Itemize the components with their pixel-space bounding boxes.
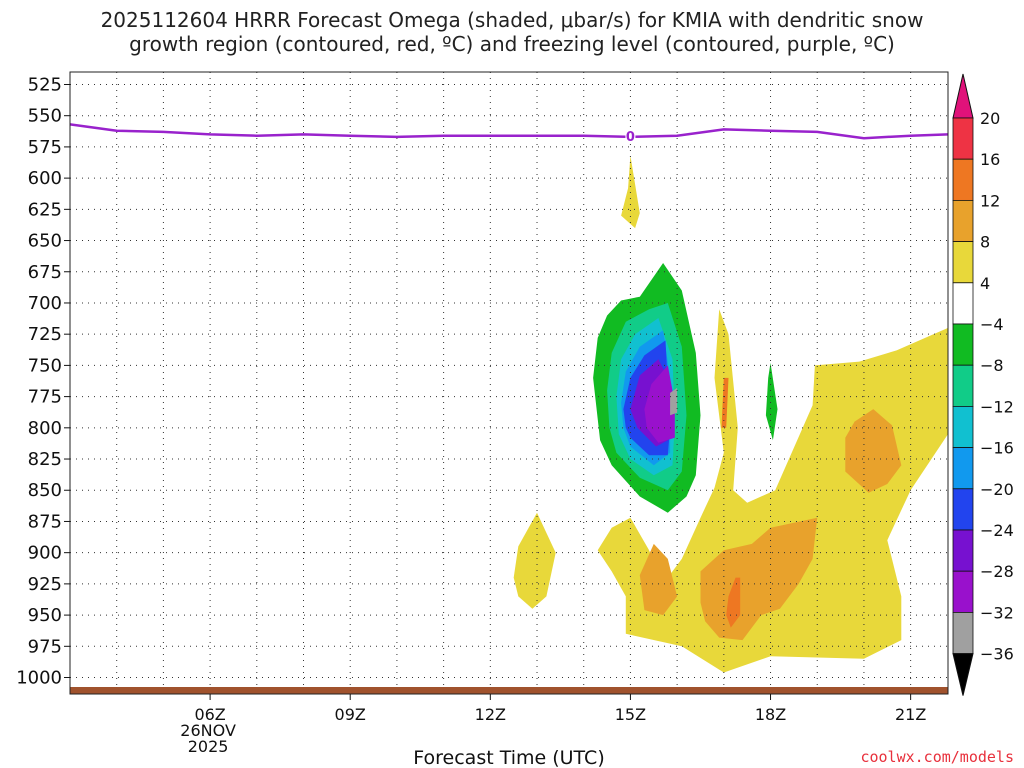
xtick-label-18Z: 18Z (755, 705, 786, 724)
ytick-label-800: 800 (28, 418, 62, 439)
x-axis-label: Forecast Time (UTC) (413, 747, 604, 768)
freezing-level-line (70, 123, 948, 140)
colorbar: 20 16 12 8 4 −4 −8 −12 −16 −20 −24 −28 −32 −36 (952, 73, 1014, 696)
ytick-label-975: 975 (28, 636, 62, 657)
plot-frame (69, 71, 949, 695)
colorbar-band-2 (952, 199, 974, 242)
colorbar-label-6: −8 (980, 356, 1004, 375)
colorbar-label-10: −24 (980, 521, 1014, 540)
xtick-label-09Z: 09Z (335, 705, 366, 724)
omega-region-13 (845, 409, 902, 493)
ytick-label-675: 675 (28, 262, 62, 283)
ytick-label-1000: 1000 (16, 668, 62, 689)
colorbar-label-7: −12 (980, 397, 1014, 416)
colorbar-band-11 (952, 570, 974, 613)
colorbar-band-9 (952, 488, 974, 531)
colorbar-label-9: −20 (980, 480, 1014, 499)
colorbar-band-10 (952, 529, 974, 572)
ytick-label-525: 525 (28, 74, 62, 95)
colorbar-band-12 (952, 612, 974, 655)
ytick-label-650: 650 (28, 231, 62, 252)
chart-title-line2: growth region (contoured, red, ºC) and f… (129, 32, 895, 56)
colorbar-label-4: 4 (980, 274, 990, 293)
omega-region-16 (765, 362, 778, 441)
ytick-label-550: 550 (28, 106, 62, 127)
colorbar-band-0 (952, 117, 974, 160)
xtick-label-06Z: 06Z (194, 705, 225, 724)
ytick-label-575: 575 (28, 137, 62, 158)
colorbar-band-8 (952, 447, 974, 490)
colorbar-label-0: 20 (980, 109, 1000, 128)
omega-region-9 (513, 512, 556, 609)
colorbar-band-6 (952, 364, 974, 407)
colorbar-label-5: −4 (980, 315, 1004, 334)
xtick-label-12Z: 12Z (475, 705, 506, 724)
ytick-label-725: 725 (28, 324, 62, 345)
freezing-level-label-bg (625, 128, 636, 143)
colorbar-band-7 (952, 405, 974, 448)
colorbar-band-3 (952, 241, 974, 284)
freezing-level-layer: 0 (70, 123, 948, 145)
freezing-level-label: 0 (626, 130, 635, 145)
ytick-label-775: 775 (28, 387, 62, 408)
omega-shading (513, 155, 948, 673)
colorbar-label-8: −16 (980, 439, 1014, 458)
omega-region-11 (639, 543, 678, 616)
omega-region-10 (597, 309, 948, 673)
credit-text: coolwx.com/models (860, 748, 1014, 766)
ytick-label-875: 875 (28, 511, 62, 532)
colorbar-label-12: −32 (980, 603, 1014, 622)
colorbar-label-1: 16 (980, 150, 1000, 169)
ytick-label-600: 600 (28, 168, 62, 189)
omega-region-8 (621, 155, 640, 229)
chart-title: 2025112604 HRRR Forecast Omega (shaded, … (0, 8, 1024, 56)
colorbar-label-3: 8 (980, 233, 990, 252)
ytick-label-700: 700 (28, 293, 62, 314)
chart-title-line1: 2025112604 HRRR Forecast Omega (shaded, … (100, 8, 924, 32)
ytick-label-850: 850 (28, 480, 62, 501)
colorbar-label-2: 12 (980, 191, 1000, 210)
omega-region-7 (670, 387, 678, 416)
ytick-label-625: 625 (28, 199, 62, 220)
colorbar-bottom-arrow (952, 653, 974, 696)
grid (70, 72, 948, 690)
colorbar-band-1 (952, 158, 974, 201)
ground-surface (70, 687, 948, 694)
xtick-label-15Z: 15Z (615, 705, 646, 724)
xtick-sublabel-0: 26NOV (180, 721, 236, 740)
ytick-label-825: 825 (28, 449, 62, 470)
colorbar-label-13: −36 (980, 645, 1014, 664)
omega-region-6 (644, 365, 675, 443)
ytick-label-900: 900 (28, 543, 62, 564)
colorbar-band-4 (952, 282, 974, 325)
ytick-label-750: 750 (28, 355, 62, 376)
xtick-label-21Z: 21Z (895, 705, 926, 724)
colorbar-label-11: −28 (980, 562, 1014, 581)
y-axis-ticks: 525 550 575 600 625 650 675 700 725 750 775 800 825 8… (16, 74, 70, 689)
xtick-sublabel-1: 2025 (188, 737, 229, 756)
colorbar-top-arrow (952, 73, 974, 119)
colorbar-band-5 (952, 323, 974, 366)
omega-region-15 (721, 377, 729, 428)
ytick-label-925: 925 (28, 574, 62, 595)
ytick-label-950: 950 (28, 605, 62, 626)
